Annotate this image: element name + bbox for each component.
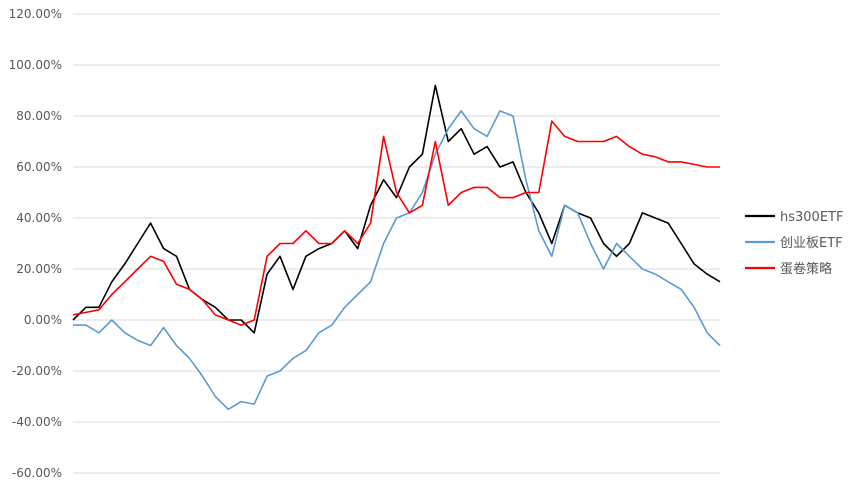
y-tick-label: 20.00% [16,262,62,276]
series-line-0 [72,84,721,334]
legend-label: 蛋卷策略 [780,261,832,277]
legend-item: 创业板ETF [745,236,843,251]
series-line-1 [73,110,721,411]
y-tick-label: 80.00% [16,109,62,123]
y-tick-label: -20.00% [12,364,62,378]
y-tick-label: 100.00% [9,58,62,72]
series-line-2 [72,120,720,326]
legend-label: hs300ETF [780,210,843,225]
series-lines [72,84,721,411]
y-tick-label: -60.00% [12,466,62,480]
legend-item: hs300ETF [745,210,843,225]
y-tick-label: 120.00% [9,7,62,21]
y-axis-tick-labels: 120.00% 100.00% 80.00% 60.00% 40.00% 20.00% 0.… [9,7,62,480]
y-tick-label: 40.00% [16,211,62,225]
grid-lines [73,13,720,474]
legend-label: 创业板ETF [780,236,843,251]
legend-item: 蛋卷策略 [745,261,832,277]
y-tick-label: 0.00% [24,313,62,327]
y-tick-label: -40.00% [12,415,62,429]
y-tick-label: 60.00% [16,160,62,174]
legend: hs300ETF 创业板ETF 蛋卷策略 [745,210,843,277]
